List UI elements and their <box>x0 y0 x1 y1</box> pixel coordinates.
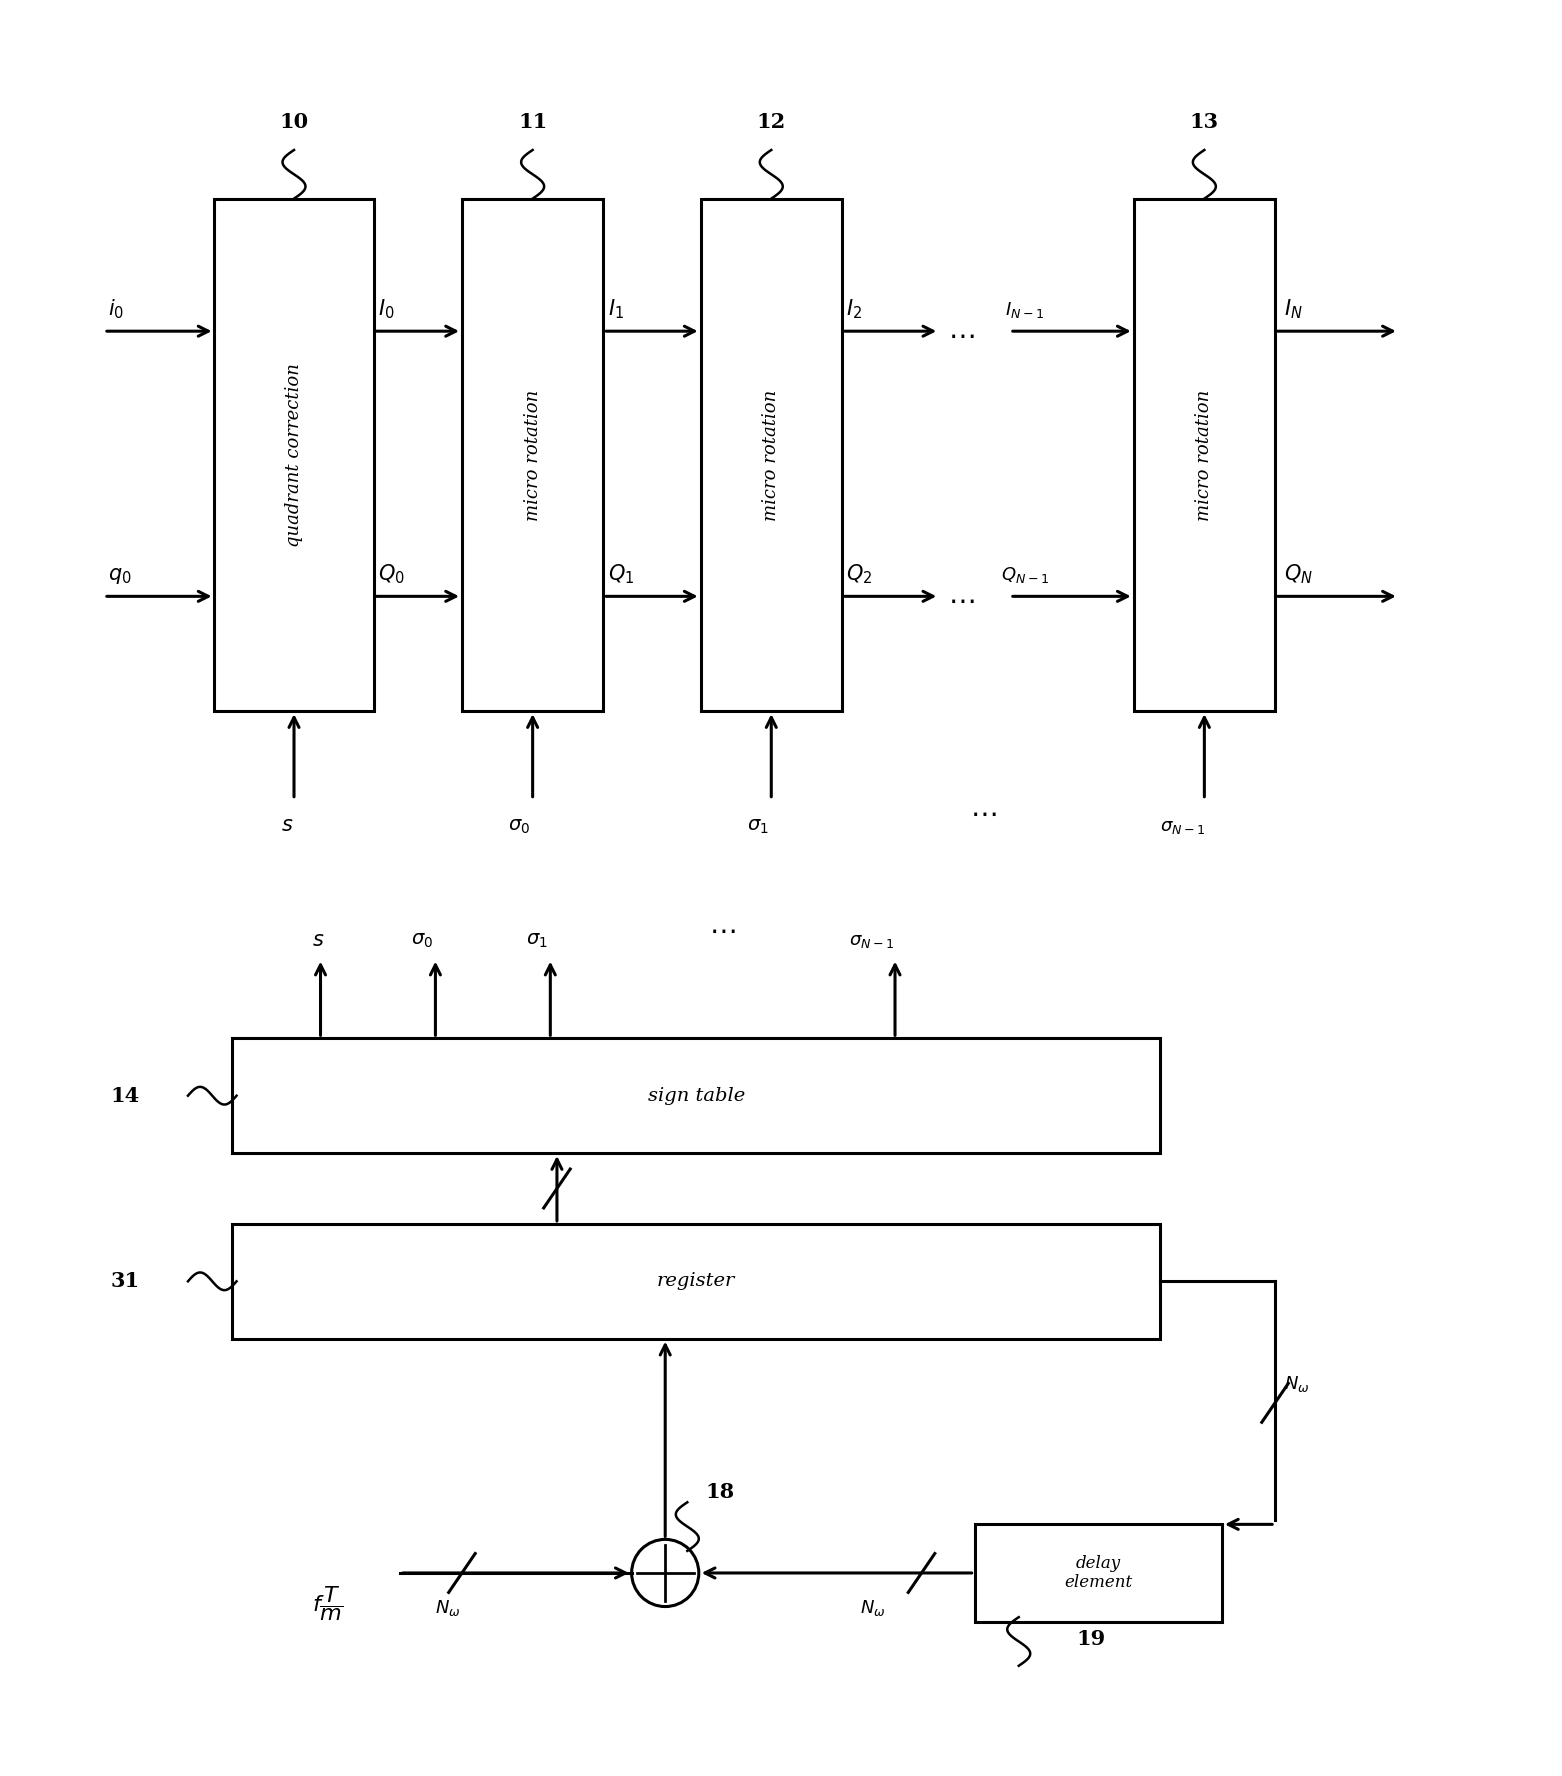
Bar <box>233 1039 1161 1153</box>
Text: 18: 18 <box>704 1483 734 1502</box>
Bar <box>975 1524 1221 1621</box>
Text: $\cdots$: $\cdots$ <box>948 321 975 350</box>
Text: quadrant correction: quadrant correction <box>284 362 303 547</box>
Text: $f\dfrac{T}{m}$: $f\dfrac{T}{m}$ <box>312 1584 344 1623</box>
Bar <box>214 199 373 710</box>
Text: sign table: sign table <box>648 1087 745 1105</box>
Text: $N_\omega$: $N_\omega$ <box>436 1598 461 1618</box>
Text: $I_{N-1}$: $I_{N-1}$ <box>1006 300 1045 320</box>
Text: 14: 14 <box>109 1085 139 1106</box>
Text: $I_N$: $I_N$ <box>1284 297 1303 321</box>
Text: $\sigma_0$: $\sigma_0$ <box>508 817 530 836</box>
Text: $Q_{N-1}$: $Q_{N-1}$ <box>1001 565 1050 586</box>
Text: $Q_0$: $Q_0$ <box>378 563 405 586</box>
Text: register: register <box>658 1272 736 1291</box>
Text: delay
element: delay element <box>1064 1554 1132 1591</box>
Text: 19: 19 <box>1076 1629 1106 1650</box>
Text: $s$: $s$ <box>312 931 325 950</box>
Text: 11: 11 <box>519 112 547 133</box>
Text: micro rotation: micro rotation <box>523 389 542 520</box>
Text: micro rotation: micro rotation <box>1195 389 1214 520</box>
Text: $N_\omega$: $N_\omega$ <box>1284 1375 1309 1394</box>
Text: $\cdots$: $\cdots$ <box>948 586 975 614</box>
Bar <box>233 1224 1161 1339</box>
Text: $I_1$: $I_1$ <box>608 297 623 321</box>
Bar <box>1134 199 1275 710</box>
Text: $i_0$: $i_0$ <box>108 297 125 321</box>
Text: $\sigma_1$: $\sigma_1$ <box>747 817 769 836</box>
Text: 12: 12 <box>756 112 786 133</box>
Bar <box>462 199 603 710</box>
Text: $\cdots$: $\cdots$ <box>709 918 736 945</box>
Bar <box>701 199 842 710</box>
Text: $Q_N$: $Q_N$ <box>1284 563 1314 586</box>
Text: $\sigma_1$: $\sigma_1$ <box>525 932 547 950</box>
Text: $\sigma_0$: $\sigma_0$ <box>411 932 433 950</box>
Text: 31: 31 <box>111 1272 139 1291</box>
Text: $Q_1$: $Q_1$ <box>608 563 634 586</box>
Text: $\sigma_{N-1}$: $\sigma_{N-1}$ <box>850 932 893 950</box>
Text: $\sigma_{N-1}$: $\sigma_{N-1}$ <box>1161 817 1206 835</box>
Text: $I_2$: $I_2$ <box>847 297 862 321</box>
Text: $q_0$: $q_0$ <box>108 567 133 586</box>
Text: $s$: $s$ <box>281 815 294 835</box>
Text: micro rotation: micro rotation <box>762 389 781 520</box>
Text: $I_0$: $I_0$ <box>378 297 395 321</box>
Text: 13: 13 <box>1190 112 1218 133</box>
Text: $\cdots$: $\cdots$ <box>970 799 997 828</box>
Text: $N_\omega$: $N_\omega$ <box>859 1598 886 1618</box>
Text: 10: 10 <box>280 112 309 133</box>
Text: $Q_2$: $Q_2$ <box>847 563 873 586</box>
